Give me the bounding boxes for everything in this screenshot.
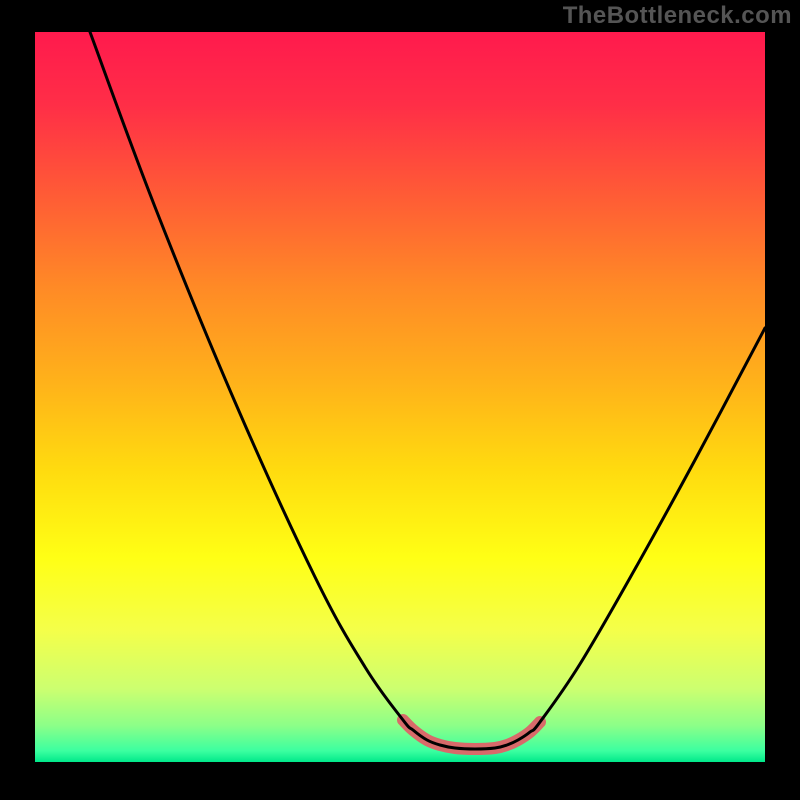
watermark-text: TheBottleneck.com (563, 2, 792, 30)
bottleneck-curve (90, 32, 765, 749)
bottom-accent-line (403, 720, 540, 749)
curve-layer (35, 32, 765, 762)
plot-area (35, 32, 765, 762)
chart-frame: TheBottleneck.com (0, 0, 800, 800)
